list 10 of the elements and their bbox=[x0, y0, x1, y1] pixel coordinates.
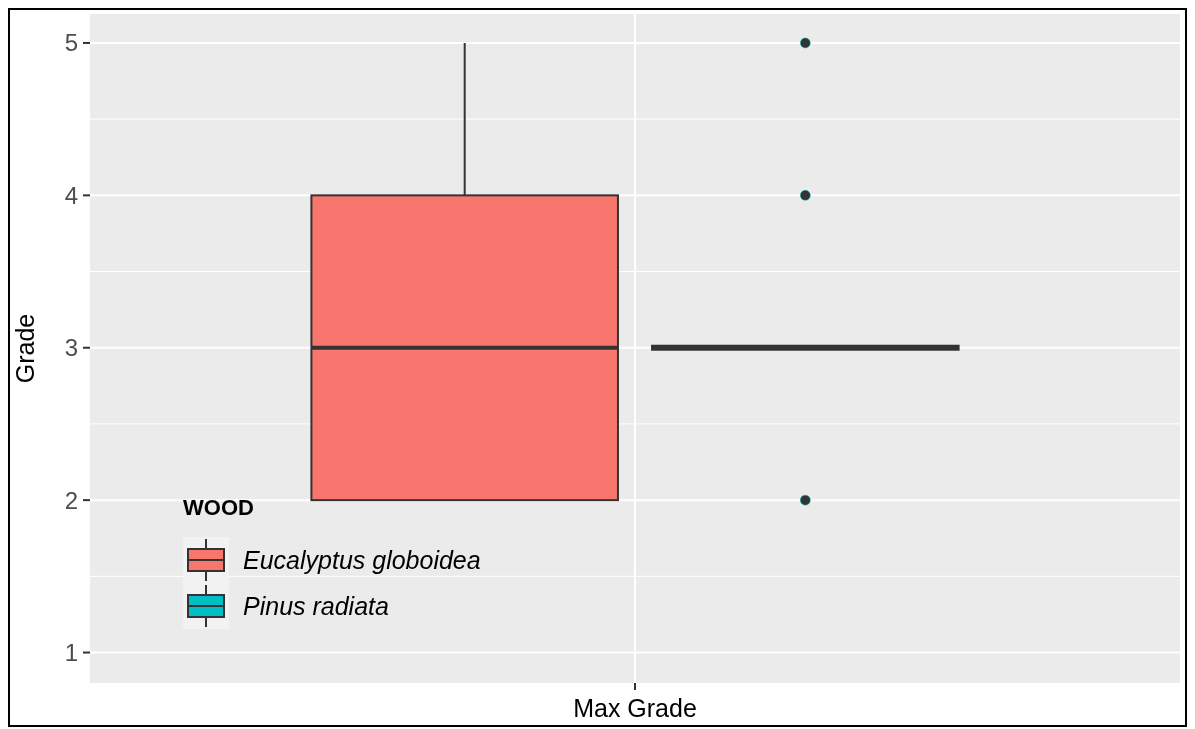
x-tick-label: Max Grade bbox=[573, 694, 697, 722]
y-tick-label: 3 bbox=[64, 334, 78, 362]
y-tick-label: 5 bbox=[64, 29, 78, 57]
y-axis-title: Grade bbox=[11, 313, 39, 384]
legend-label: Pinus radiata bbox=[243, 591, 390, 620]
y-tick-label: 4 bbox=[64, 181, 78, 209]
y-tick-label: 2 bbox=[64, 486, 78, 514]
legend-title: WOOD bbox=[183, 495, 254, 520]
y-tick-label: 1 bbox=[64, 638, 78, 666]
legend-label: Eucalyptus globoidea bbox=[243, 545, 481, 574]
